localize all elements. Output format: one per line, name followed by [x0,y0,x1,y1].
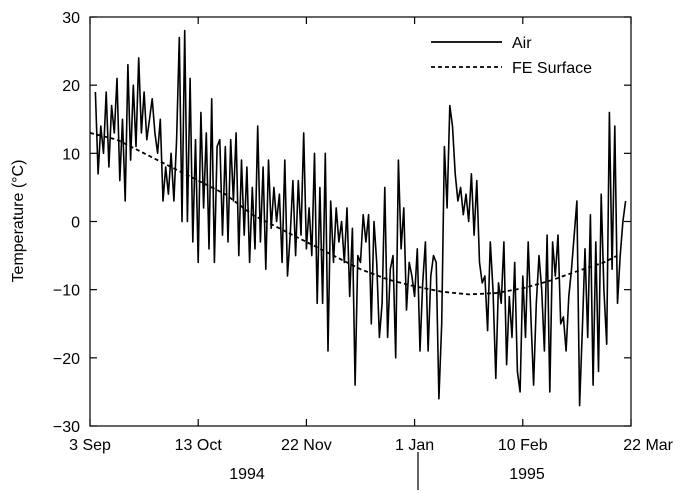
x-tick-label: 10 Feb [498,437,548,454]
y-tick-label: 20 [62,78,80,95]
year-label-1995: 1995 [509,466,545,483]
year-label-1994: 1994 [229,466,265,483]
x-tick-label: 22 Mar [623,437,673,454]
y-axis: −30 −20 −10 0 10 20 30 [53,10,631,436]
series-line-air [94,29,627,407]
legend: Air FE Surface [431,35,592,77]
y-tick-label: −20 [53,351,80,368]
y-tick-label: 0 [71,215,80,232]
x-tick-label: 13 Oct [175,437,223,454]
y-tick-label: −10 [53,283,80,300]
x-tick-label: 1 Jan [395,437,434,454]
legend-label: FE Surface [512,60,592,77]
y-tick-label: 30 [62,10,80,27]
y-tick-label: −30 [53,419,80,436]
x-tick-label: 3 Sep [69,437,111,454]
y-axis-title: Temperature (°C) [10,160,27,283]
x-tick-label: 22 Nov [281,437,332,454]
series-layer [89,29,627,407]
series-line-fe-surface [89,132,618,296]
legend-label: Air [512,35,532,52]
x-axis: 3 Sep 13 Oct 22 Nov 1 Jan 10 Feb 22 Mar [69,17,674,454]
y-tick-label: 10 [62,146,80,163]
